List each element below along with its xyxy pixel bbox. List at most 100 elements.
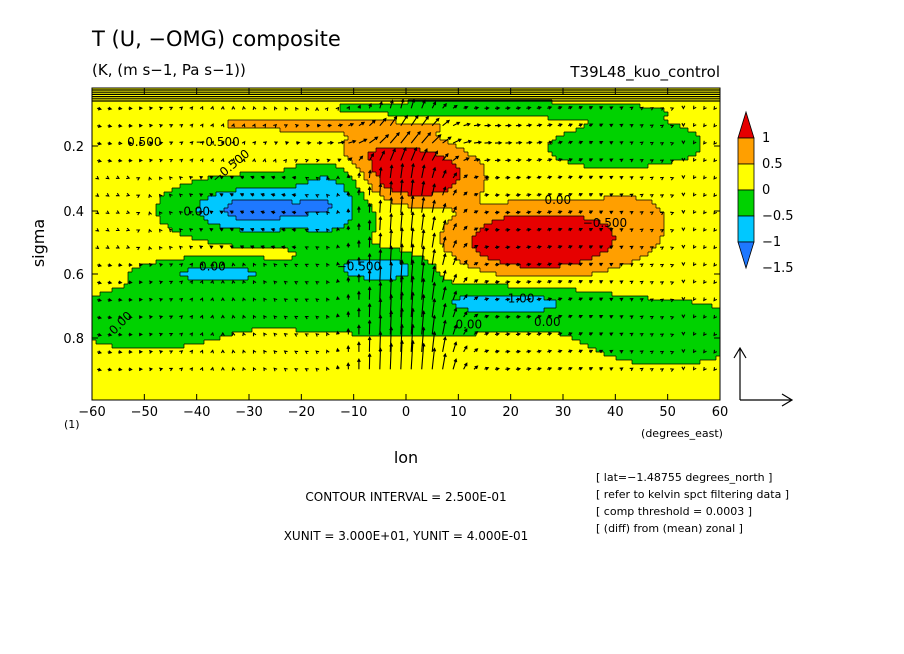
contour-fill-cell [432,192,437,197]
contour-fill-cell [428,140,433,145]
contour-fill-cell [432,188,437,193]
contour-fill-cell [168,116,173,121]
contour-fill-cell [356,124,361,129]
contour-fill-cell [696,104,701,109]
contour-fill-cell [652,200,657,205]
contour-fill-cell [620,120,625,125]
contour-fill-cell [328,136,333,141]
contour-fill-cell [112,200,117,205]
contour-fill-cell [256,104,261,109]
contour-fill-cell [348,196,353,201]
contour-fill-cell [368,188,373,193]
contour-fill-cell [300,116,305,121]
contour-fill-cell [552,120,557,125]
contour-fill-cell [332,204,337,209]
contour-fill-cell [156,124,161,129]
contour-fill-cell [152,176,157,181]
contour-fill-cell [144,212,149,217]
contour-fill-cell [288,204,293,209]
contour-fill-cell [712,152,717,157]
contour-fill-cell [472,200,477,205]
contour-fill-cell [688,172,693,177]
contour-fill-cell [520,140,525,145]
contour-fill-cell [216,112,221,117]
contour-fill-cell [688,128,693,133]
contour-fill-cell [636,120,641,125]
contour-fill-cell [448,104,453,109]
contour-fill-cell [432,128,437,133]
contour-fill-cell [484,212,489,217]
contour-fill-cell [348,180,353,185]
contour-fill-cell [104,128,109,133]
contour-fill-cell [520,188,525,193]
contour-fill-cell [132,184,137,189]
contour-fill-cell [408,152,413,157]
contour-fill-cell [360,144,365,149]
contour-fill-cell [572,204,577,209]
contour-fill-cell [116,156,121,161]
contour-fill-cell [684,140,689,145]
contour-fill-cell [360,136,365,141]
contour-fill-cell [252,132,257,137]
contour-fill-cell [360,204,365,209]
contour-fill-cell [324,120,329,125]
contour-fill-cell [548,196,553,201]
contour-fill-cell [512,176,517,181]
contour-fill-cell [276,204,281,209]
contour-fill-cell [464,120,469,125]
contour-fill-cell [160,164,165,169]
contour-fill-cell [176,124,181,129]
contour-fill-cell [440,208,445,213]
contour-fill-cell [92,104,97,109]
contour-fill-cell [496,152,501,157]
contour-fill-cell [220,196,225,201]
contour-fill-cell [568,120,573,125]
contour-fill-cell [380,180,385,185]
contour-fill-cell [684,108,689,113]
contour-fill-cell [456,156,461,161]
contour-fill-cell [620,112,625,117]
contour-fill-cell [504,116,509,121]
contour-fill-cell [212,188,217,193]
contour-fill-cell [692,152,697,157]
contour-fill-cell [440,104,445,109]
contour-fill-cell [672,116,677,121]
contour-fill-cell [188,196,193,201]
contour-fill-cell [336,172,341,177]
contour-fill-cell [208,160,213,165]
contour-fill-cell [364,188,369,193]
contour-fill-cell [604,132,609,137]
contour-fill-cell [512,204,517,209]
contour-fill-cell [320,192,325,197]
contour-fill-cell [344,128,349,133]
contour-fill-cell [408,100,413,105]
contour-fill-cell [192,160,197,165]
contour-fill-cell [332,132,337,137]
contour-fill-cell [492,196,497,201]
contour-fill-cell [152,192,157,197]
contour-fill-cell [376,144,381,149]
contour-fill-cell [120,128,125,133]
contour-fill-cell [572,108,577,113]
contour-fill-cell [252,116,257,121]
contour-fill-cell [480,176,485,181]
contour-fill-cell [244,132,249,137]
contour-fill-cell [448,172,453,177]
contour-fill-cell [348,136,353,141]
contour-fill-cell [232,188,237,193]
contour-fill-cell [288,108,293,113]
contour-fill-cell [504,112,509,117]
contour-fill-cell [672,208,677,213]
contour-fill-cell [376,164,381,169]
contour-fill-cell [412,108,417,113]
contour-fill-cell [716,112,720,117]
contour-fill-cell [324,132,329,137]
contour-fill-cell [156,132,161,137]
contour-fill-cell [204,144,209,149]
contour-fill-cell [144,184,149,189]
contour-fill-cell [436,208,441,213]
contour-fill-cell [384,204,389,209]
contour-fill-cell [556,144,561,149]
contour-fill-cell [448,128,453,133]
contour-fill-cell [216,128,221,133]
